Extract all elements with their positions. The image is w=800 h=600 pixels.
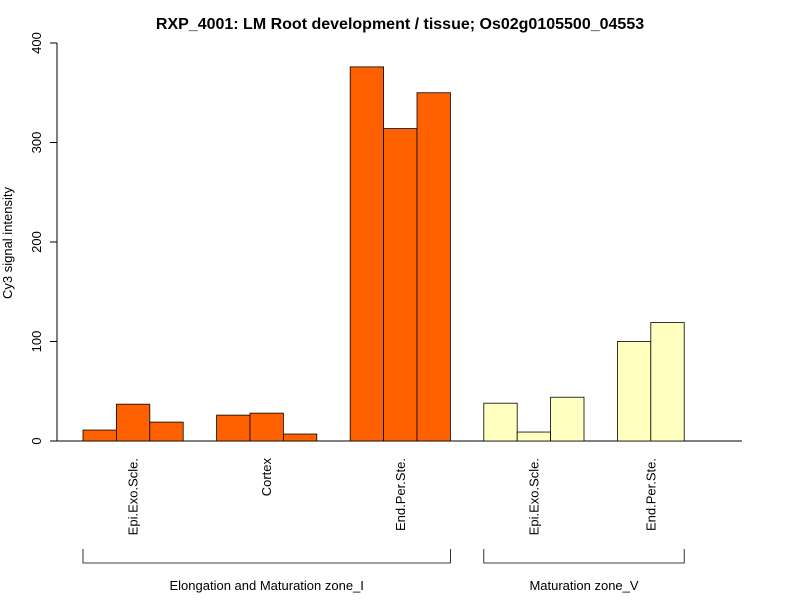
category-label-g0-c0: Epi.Exo.Scle. [126,458,141,535]
bar-g1-c0-r1 [516,431,552,442]
bar-g0-c1-r0 [216,414,251,442]
category-label-g0-c1: Cortex [259,458,274,497]
group-bracket-0 [82,549,451,564]
y-tick-label-0: 0 [29,437,44,444]
y-tick-label-200: 200 [29,231,44,253]
bar-g1-c0-r0 [483,402,518,442]
group-label-1: Maturation zone_V [529,578,638,593]
y-tick-label-100: 100 [29,331,44,353]
category-label-g1-c1: End.Per.Ste. [643,458,658,531]
chart-title: RXP_4001: LM Root development / tissue; … [156,16,644,33]
group-bracket-1 [483,549,685,564]
bar-g0-c1-r1 [249,412,284,442]
y-tick-label-400: 400 [29,32,44,54]
y-tick-label-300: 300 [29,132,44,154]
category-labels: Epi.Exo.Scle. Cortex End.Per.Ste. Epi.Exo.S… [126,458,659,536]
bar-g0-c2-r2 [416,92,451,442]
bar-g0-c0-r1 [116,403,151,442]
bar-g0-c0-r0 [82,429,117,442]
bar-g1-c0-r2 [550,396,585,442]
bar-g1-c1-r0 [617,341,652,442]
bar-g0-c0-r2 [149,421,184,442]
category-label-g1-c0: Epi.Exo.Scle. [526,458,541,535]
y-axis-label: Cy3 signal intensity [0,187,15,299]
category-label-g0-c2: End.Per.Ste. [393,458,408,531]
bar-g0-c1-r2 [282,433,318,442]
bars [82,66,685,442]
bar-g0-c2-r1 [383,128,418,442]
y-ticks: 0 100 200 300 400 [29,32,57,445]
bar-g0-c2-r0 [349,66,385,442]
bar-g1-c1-r1 [650,322,685,442]
group-labels: Elongation and Maturation zone_I Maturati… [82,549,685,593]
group-label-0: Elongation and Maturation zone_I [169,578,363,593]
